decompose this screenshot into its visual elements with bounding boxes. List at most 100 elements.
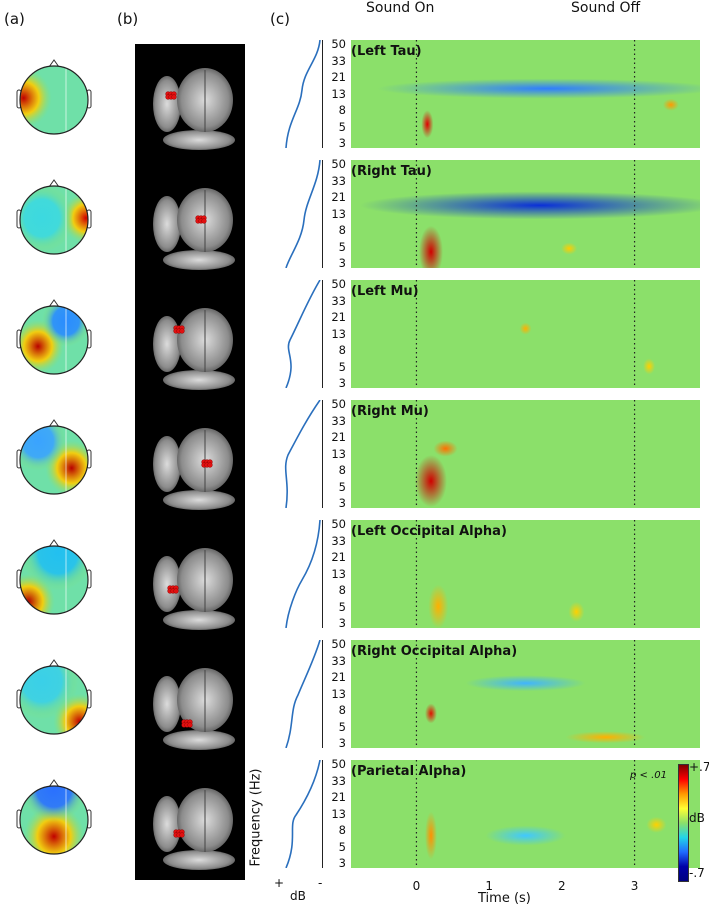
frequency-tick: 50: [331, 517, 346, 531]
frequency-tick: 5: [338, 599, 346, 614]
frequency-tick: 3: [338, 136, 346, 150]
frequency-ticks: 50 33 21 13 8 5 3: [326, 37, 346, 150]
frequency-tick: 21: [331, 670, 346, 684]
frequency-tick: 3: [338, 376, 346, 390]
spectrum-line-5: [285, 520, 321, 628]
spectrum-plus-label: +: [274, 876, 285, 890]
frequency-tick: 5: [338, 479, 346, 494]
dipole-slice-7: [143, 782, 239, 872]
ersp-blob: [418, 225, 443, 268]
ersp-blob: [424, 703, 437, 724]
frequency-tick: 3: [338, 856, 346, 870]
ersp-blob: [377, 78, 700, 99]
frequency-tick: 50: [331, 757, 346, 771]
sound-off-label: Sound Off: [571, 0, 641, 16]
frequency-tick: 13: [331, 86, 346, 101]
ersp-plot-2: [278, 160, 700, 268]
ersp-blob: [414, 455, 447, 507]
scalp-map-1: [14, 56, 94, 144]
spectrum-minus-label: -: [318, 876, 323, 890]
frequency-tick: 13: [331, 686, 346, 701]
dipole-locations-strip: [135, 44, 245, 880]
frequency-tick: 5: [338, 839, 346, 854]
spectrum-line-4: [284, 400, 321, 508]
ersp-plot-5: [278, 520, 700, 628]
scalp-map-6: [14, 656, 94, 744]
ersp-plot-1: [278, 40, 700, 148]
scalp-map-5: [14, 536, 94, 624]
frequency-tick: 13: [331, 326, 346, 341]
time-tick: 2: [558, 879, 566, 893]
component-row-2: 50 33 21 13 8 5 3 (Right Tau): [278, 157, 700, 270]
frequency-tick: 8: [338, 103, 346, 117]
frequency-tick: 8: [338, 583, 346, 597]
ersp-blob: [424, 811, 437, 860]
spectrum-line-1: [285, 40, 321, 148]
panel-label-c: (c): [270, 10, 290, 28]
time-tick: 1: [485, 879, 493, 893]
spectrum-line-6: [285, 640, 321, 748]
spectrum-line-3: [285, 280, 321, 388]
frequency-tick: 21: [331, 70, 346, 84]
frequency-ticks: 50 33 21 13 8 5 3: [326, 757, 346, 870]
dipole-slice-4: [143, 422, 239, 512]
frequency-ticks: 50 33 21 13 8 5 3: [326, 517, 346, 630]
colorbar-unit-label: dB: [689, 811, 705, 825]
dipole-slice-3: [143, 302, 239, 392]
frequency-tick: 3: [338, 616, 346, 630]
component-title: (Right Tau): [351, 164, 432, 179]
frequency-tick: 50: [331, 157, 346, 171]
frequency-tick: 3: [338, 496, 346, 510]
frequency-tick: 3: [338, 736, 346, 750]
ersp-blob: [646, 816, 667, 833]
frequency-tick: 8: [338, 463, 346, 477]
component-row-5: 50 33 21 13 8 5 3 (Left Occipital Alpha): [278, 517, 700, 630]
ersp-plot-3: [278, 280, 700, 388]
ersp-blob: [568, 601, 585, 622]
ersp-blob: [433, 440, 458, 457]
scalp-map-2: [14, 176, 94, 264]
sound-on-label: Sound On: [366, 0, 435, 16]
frequency-tick: 33: [331, 413, 346, 428]
colorbar-min-label: -.7: [689, 866, 705, 880]
frequency-tick: 5: [338, 359, 346, 374]
ersp-blob: [485, 825, 566, 846]
component-title: (Left Tau): [351, 44, 422, 59]
component-row-6: 50 33 21 13 8 5 3 (Right Occipital Alpha): [278, 637, 700, 750]
frequency-tick: 8: [338, 223, 346, 237]
frequency-tick: 8: [338, 343, 346, 357]
component-row-3: 50 33 21 13 8 5 3 (Left Mu): [278, 277, 700, 390]
significance-note: p < .01: [630, 770, 667, 781]
frequency-tick: 33: [331, 533, 346, 548]
frequency-tick: 50: [331, 637, 346, 651]
scalp-map-4: [14, 416, 94, 504]
dipole-slice-2: [143, 182, 239, 272]
component-title: (Right Occipital Alpha): [351, 644, 518, 659]
frequency-tick: 8: [338, 823, 346, 837]
frequency-tick: 50: [331, 37, 346, 51]
ersp-blob: [360, 191, 700, 220]
time-tick: 3: [630, 879, 639, 893]
time-axis-label: Time (s): [478, 891, 531, 906]
component-title: (Parietal Alpha): [351, 764, 467, 779]
frequency-tick: 13: [331, 206, 346, 221]
colorbar-max-label: +.7: [689, 760, 709, 774]
time-tick: 0: [412, 879, 421, 893]
frequency-tick: 13: [331, 566, 346, 581]
frequency-tick: 50: [331, 277, 346, 291]
frequency-tick: 33: [331, 53, 346, 68]
component-title: (Left Occipital Alpha): [351, 524, 507, 539]
frequency-tick: 33: [331, 773, 346, 788]
ersp-blob: [465, 675, 586, 692]
panel-label-a: (a): [4, 10, 25, 28]
component-row-7: 50 33 21 13 8 5 3 (Parietal Alpha): [278, 757, 700, 870]
frequency-tick: 21: [331, 430, 346, 444]
ersp-blob: [662, 98, 679, 111]
component-row-4: 50 33 21 13 8 5 3 (Right Mu): [278, 397, 700, 510]
frequency-tick: 5: [338, 719, 346, 734]
ersp-plot-4: [278, 400, 700, 508]
ersp-blob: [565, 731, 646, 744]
spectrum-line-2: [285, 160, 321, 268]
frequency-tick: 13: [331, 806, 346, 821]
colorbar: [678, 764, 689, 882]
